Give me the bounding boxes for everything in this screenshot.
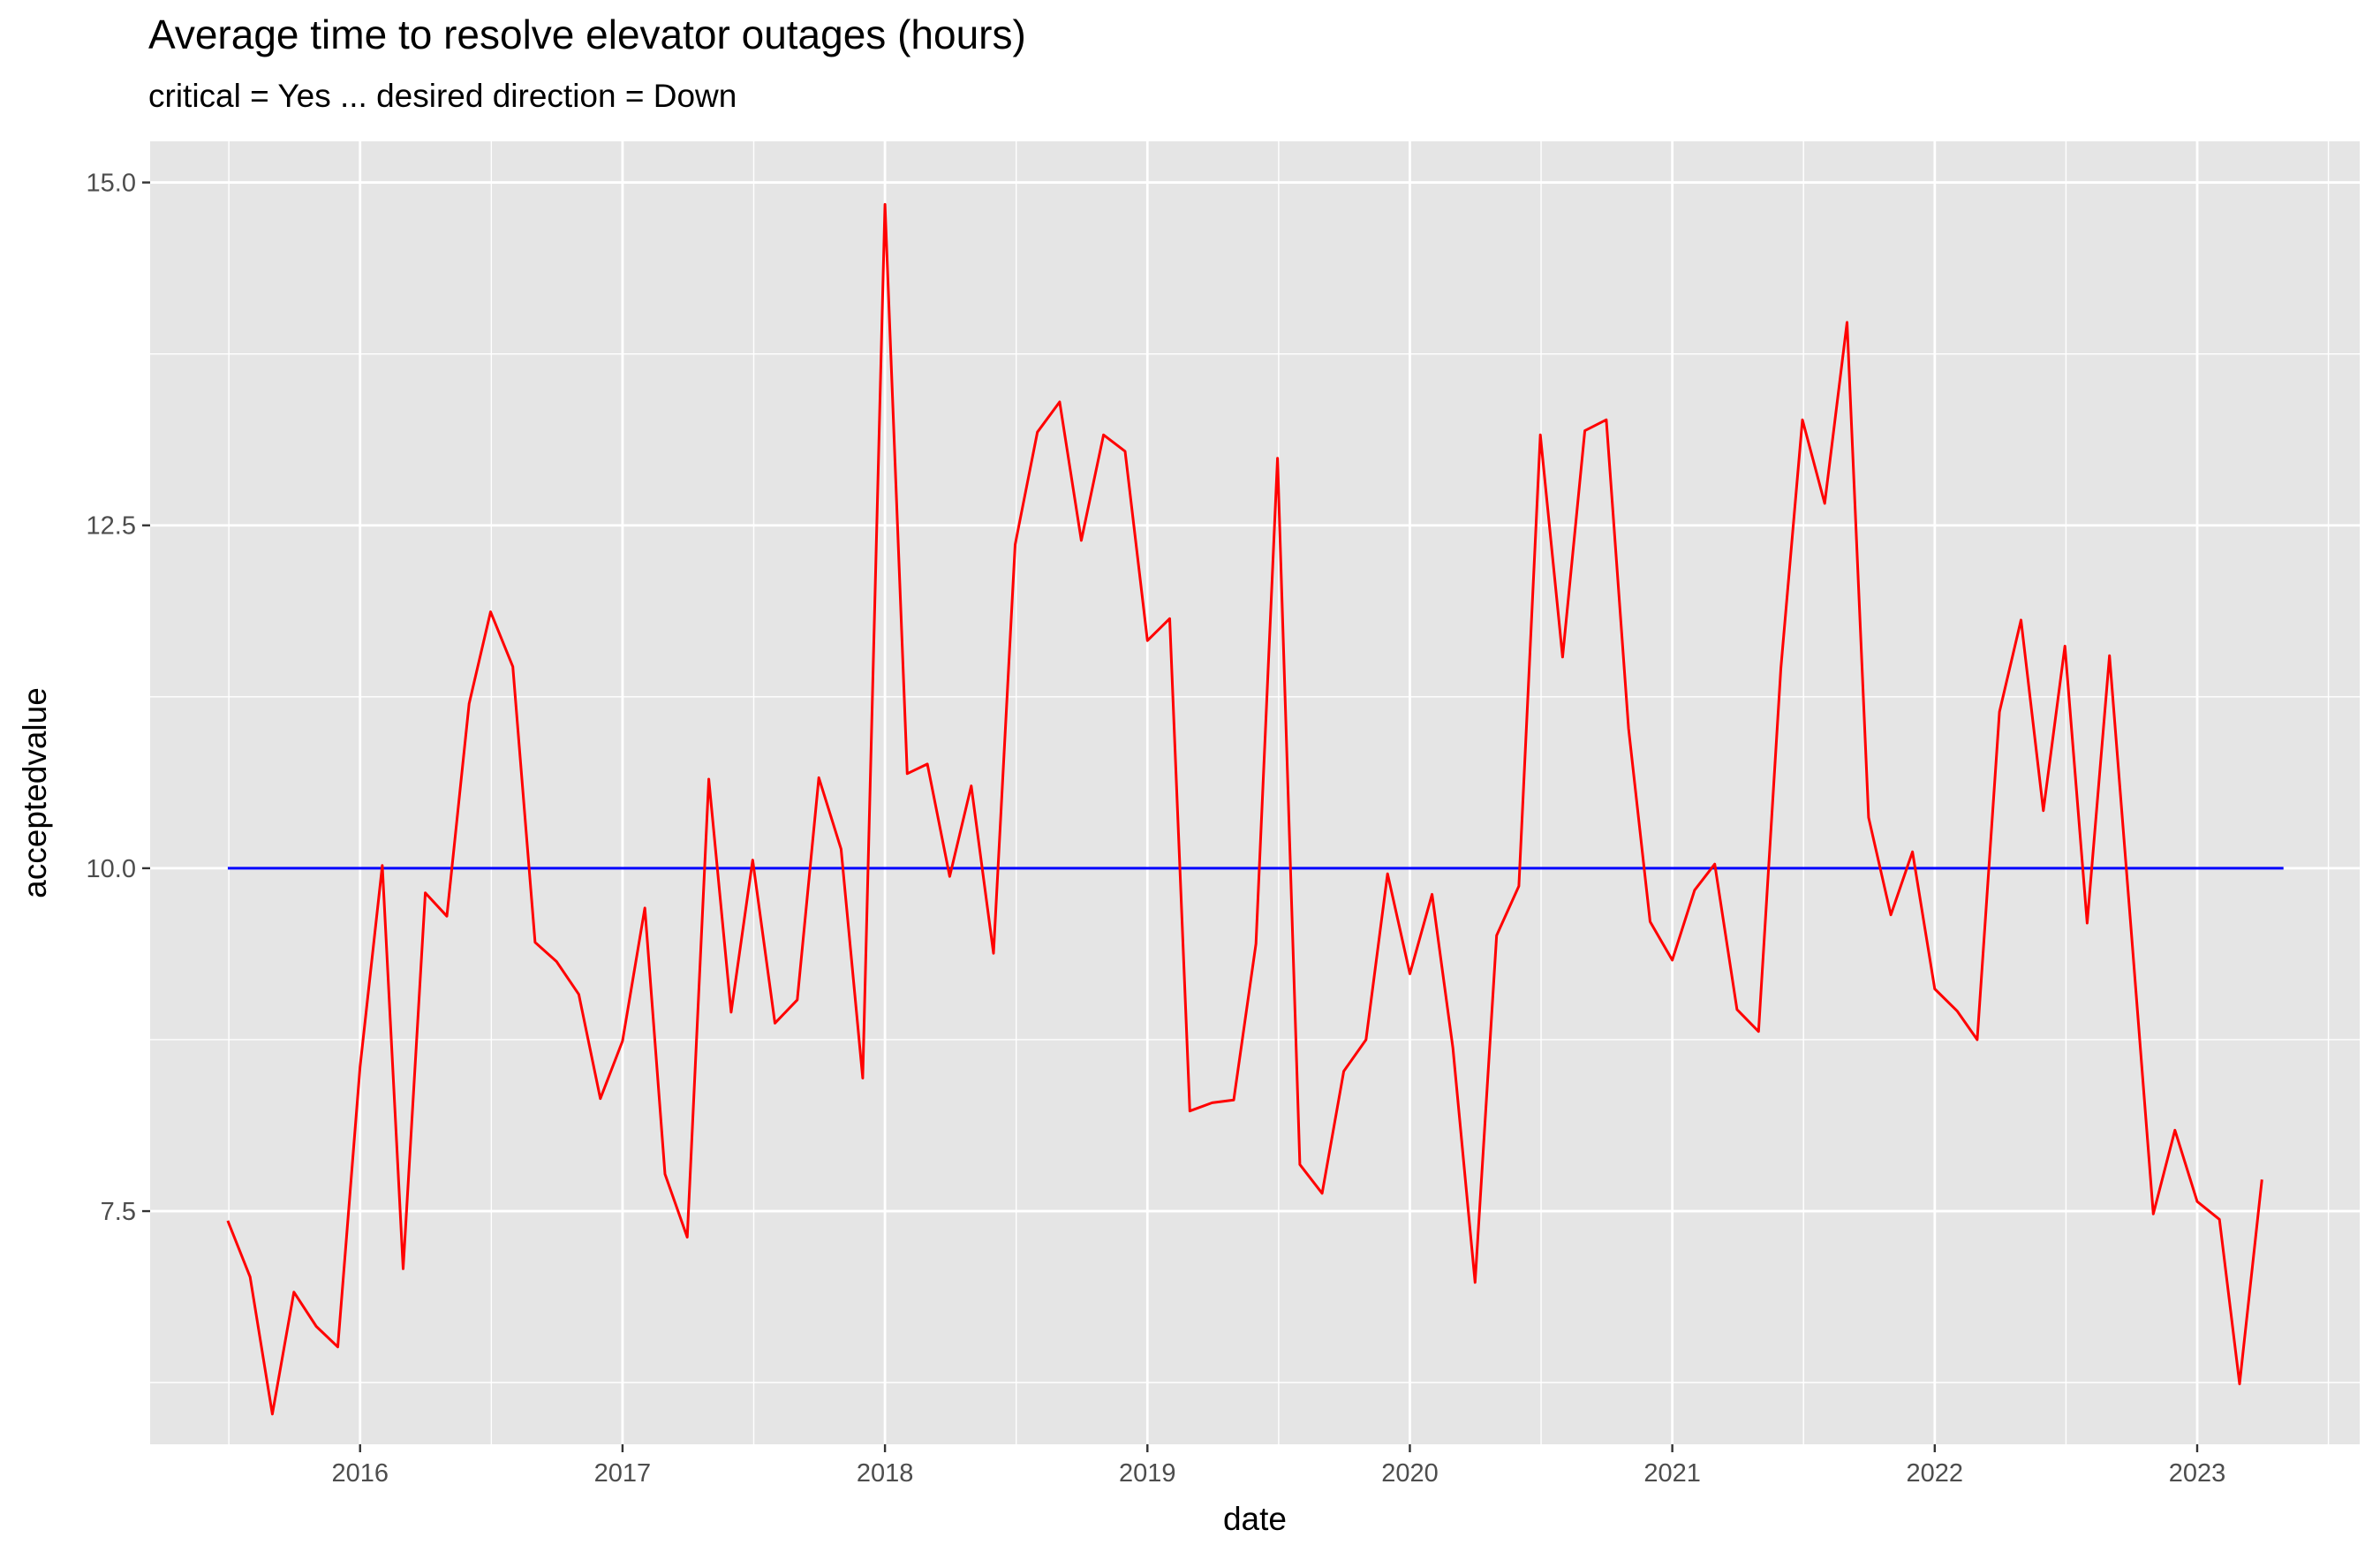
- y-tick-label: 10.0: [87, 855, 136, 883]
- x-tick-label: 2021: [1643, 1459, 1701, 1488]
- x-tick-label: 2018: [857, 1459, 914, 1488]
- x-axis-title: date: [1223, 1501, 1287, 1537]
- plot-panel: [150, 141, 2360, 1444]
- x-tick-label: 2020: [1381, 1459, 1439, 1488]
- minor-gridlines: [150, 141, 2360, 1444]
- x-tick-label: 2023: [2169, 1459, 2226, 1488]
- x-tick-label: 2022: [1907, 1459, 1964, 1488]
- chart-title: Average time to resolve elevator outages…: [148, 11, 1026, 57]
- y-axis: 7.5 10.0 12.5 15.0: [87, 170, 150, 1226]
- x-tick-label: 2016: [331, 1459, 389, 1488]
- series-line: [226, 202, 2263, 1416]
- y-tick-label: 15.0: [87, 170, 136, 198]
- y-tick-label: 7.5: [101, 1198, 136, 1226]
- y-tick-label: 12.5: [87, 512, 136, 541]
- x-axis: 2016 2017 2018 2019 2020 2021 2022 2023: [331, 1444, 2225, 1488]
- x-tick-label: 2019: [1119, 1459, 1176, 1488]
- y-axis-title: acceptedvalue: [17, 687, 53, 898]
- x-tick-label: 2017: [594, 1459, 652, 1488]
- chart-subtitle: critical = Yes ... desired direction = D…: [148, 78, 737, 114]
